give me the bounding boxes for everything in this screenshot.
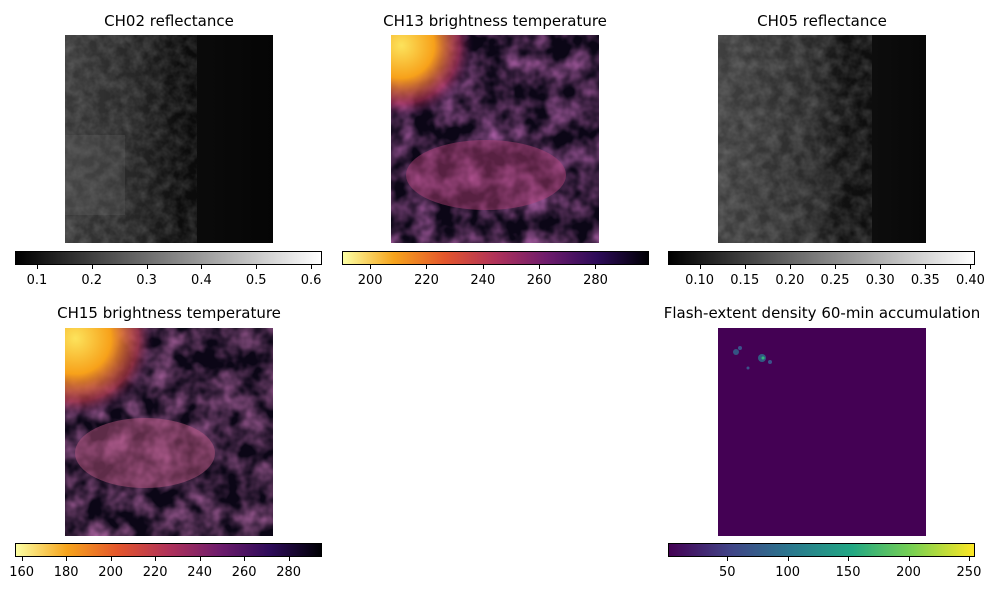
colorbar-tick (835, 265, 837, 269)
ch02-title: CH02 reflectance (104, 12, 234, 30)
colorbar-tick-label: 50 (718, 565, 736, 580)
colorbar-tick (727, 557, 729, 561)
ch02-image (65, 35, 273, 243)
colorbar-tick (744, 265, 746, 269)
colorbar-tick (595, 265, 597, 269)
colorbar-tick-label: 0.4 (191, 273, 212, 288)
colorbar-tick (256, 265, 258, 269)
colorbar-tick-label: 0.2 (81, 273, 103, 288)
colorbar-tick (699, 265, 701, 269)
colorbar-tick (201, 265, 203, 269)
fed-title: Flash-extent density 60-min accumulation (663, 304, 981, 322)
colorbar-tick-label: 150 (835, 565, 861, 580)
colorbar-tick-label: 260 (231, 565, 257, 580)
colorbar-tick-label: 240 (187, 565, 213, 580)
colorbar-tick (311, 265, 313, 269)
colorbar-tick-label: 0.6 (300, 273, 322, 288)
colorbar-tick (539, 265, 541, 269)
fed-image (718, 328, 926, 536)
colorbar-tick (787, 557, 789, 561)
colorbar-tick (146, 265, 148, 269)
colorbar-tick (789, 265, 791, 269)
colorbar-tick-label: 160 (9, 565, 35, 580)
colorbar-tick (21, 557, 23, 561)
ch05-title: CH05 reflectance (757, 12, 887, 30)
ch13-colorbar: 200 220 240 260 280 (342, 251, 649, 291)
colorbar-tick (426, 265, 428, 269)
ch13-image (391, 35, 599, 243)
colorbar-tick-label: 0.3 (136, 273, 157, 288)
ch15-title: CH15 brightness temperature (57, 304, 281, 322)
colorbar-tick (370, 265, 372, 269)
colorbar-tick-label: 0.35 (910, 273, 940, 288)
colorbar-tick (925, 265, 927, 269)
colorbar-tick-label: 220 (142, 565, 168, 580)
colorbar-tick (970, 265, 972, 269)
colorbar-tick-label: 280 (583, 273, 608, 288)
colorbar-tick (968, 557, 970, 561)
colorbar-tick (91, 265, 93, 269)
ch05-image (718, 35, 926, 243)
colorbar-tick-label: 0.25 (820, 273, 850, 288)
ch05-colorbar: 0.10 0.15 0.20 0.25 0.30 0.35 0.40 (668, 251, 985, 291)
colorbar-tick-label: 0.15 (730, 273, 760, 288)
colorbar-tick-label: 100 (775, 565, 801, 580)
colorbar-tick-label: 180 (53, 565, 79, 580)
ch02-colorbar: 0.1 0.2 0.3 0.4 0.5 0.6 (15, 251, 322, 291)
colorbar-tick-label: 0.1 (26, 273, 48, 288)
colorbar-tick-label: 280 (276, 565, 302, 580)
colorbar-tick-label: 220 (414, 273, 439, 288)
colorbar-tick (155, 557, 157, 561)
colorbar-tick-label: 0.30 (865, 273, 895, 288)
colorbar-tick (288, 557, 290, 561)
colorbar-tick (36, 265, 38, 269)
colorbar-tick (199, 557, 201, 561)
colorbar-tick (110, 557, 112, 561)
fed-colorbar: 50 100 150 200 250 (668, 543, 981, 583)
colorbar-tick-label: 0.40 (956, 273, 985, 288)
colorbar-tick (482, 265, 484, 269)
colorbar-tick (244, 557, 246, 561)
colorbar-tick (848, 557, 850, 561)
colorbar-tick-label: 200 (896, 565, 921, 580)
colorbar-tick-label: 250 (956, 565, 982, 580)
colorbar-tick-label: 0.10 (685, 273, 715, 288)
colorbar-tick-label: 0.20 (775, 273, 805, 288)
colorbar-tick (908, 557, 910, 561)
ch13-title: CH13 brightness temperature (383, 12, 607, 30)
colorbar-tick (66, 557, 68, 561)
ch15-colorbar: 160 180 200 220 240 260 280 (9, 543, 322, 583)
colorbar-tick-label: 200 (357, 273, 383, 288)
colorbar-tick-label: 0.5 (245, 273, 267, 288)
colorbar-tick-label: 260 (526, 273, 552, 288)
ch15-image (65, 328, 273, 536)
colorbar-tick-label: 200 (98, 565, 124, 580)
colorbar-tick-label: 240 (470, 273, 496, 288)
colorbar-tick (880, 265, 882, 269)
